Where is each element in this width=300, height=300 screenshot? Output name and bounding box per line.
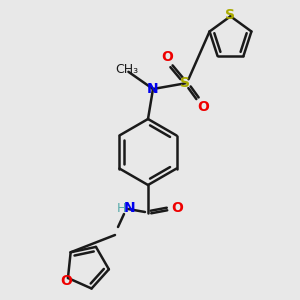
Text: O: O xyxy=(171,201,183,215)
Text: O: O xyxy=(60,274,72,288)
Text: S: S xyxy=(226,8,236,22)
Text: N: N xyxy=(124,201,136,215)
Text: O: O xyxy=(162,50,173,64)
Text: S: S xyxy=(181,76,190,90)
Text: N: N xyxy=(147,82,159,96)
Text: O: O xyxy=(198,100,209,114)
Text: CH₃: CH₃ xyxy=(115,63,138,76)
Text: H: H xyxy=(116,202,126,214)
